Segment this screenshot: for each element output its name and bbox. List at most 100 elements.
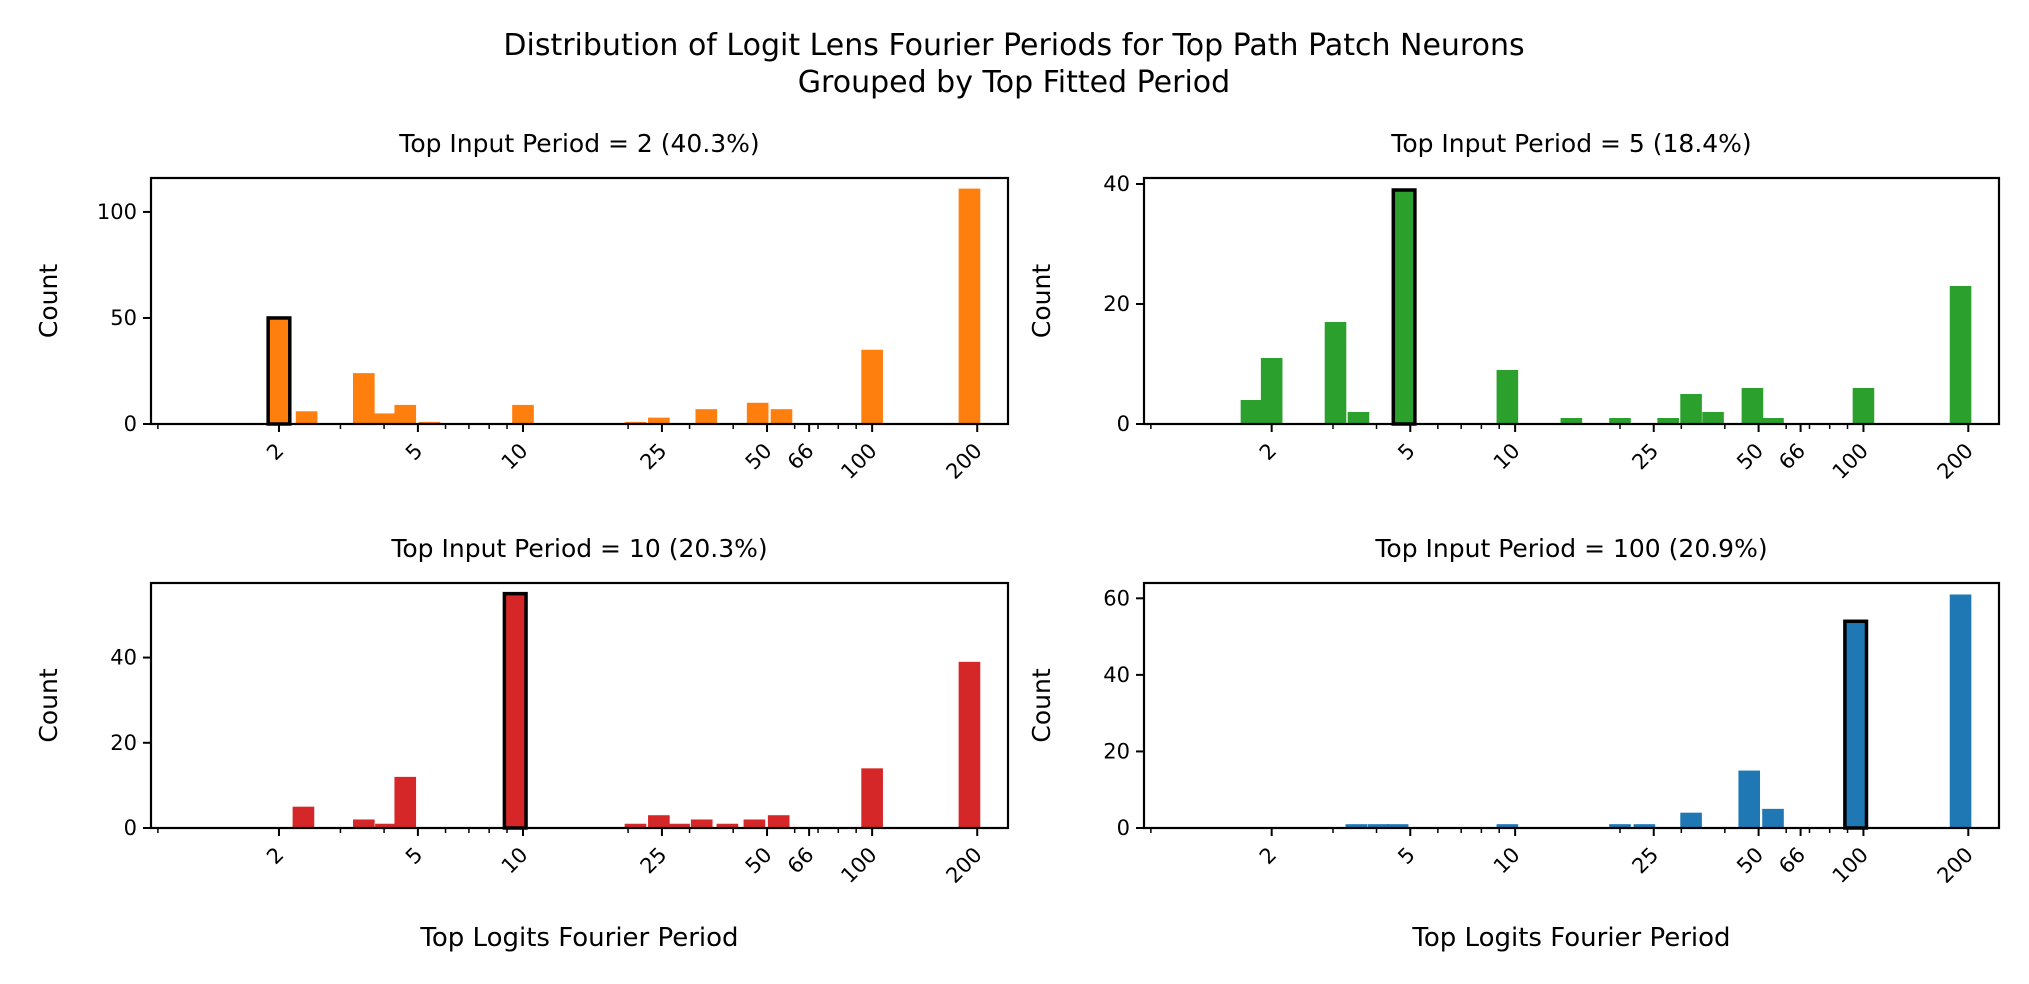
bar bbox=[375, 823, 397, 828]
bar bbox=[1680, 812, 1702, 828]
x-tick-label: 200 bbox=[1933, 439, 1978, 484]
bar bbox=[1762, 808, 1784, 828]
figure-title-line2: Grouped by Top Fitted Period bbox=[798, 65, 1230, 100]
bar bbox=[743, 819, 766, 828]
bar bbox=[1345, 824, 1368, 828]
x-tick-label: 10 bbox=[1489, 439, 1525, 475]
y-tick-label: 40 bbox=[1103, 172, 1130, 196]
bar bbox=[512, 404, 534, 424]
bar bbox=[1240, 400, 1263, 424]
bar bbox=[770, 409, 793, 424]
y-tick-label: 0 bbox=[124, 816, 137, 840]
bar bbox=[1386, 824, 1409, 828]
bar bbox=[746, 402, 769, 424]
bar bbox=[1367, 824, 1390, 828]
y-axis-label: Count bbox=[1027, 264, 1056, 338]
axes-frame bbox=[149, 581, 1010, 830]
bar bbox=[1852, 388, 1875, 424]
bar bbox=[767, 815, 790, 828]
bar bbox=[861, 768, 883, 828]
bar bbox=[373, 413, 395, 424]
x-tick-label: 25 bbox=[636, 843, 672, 879]
x-tick-label: 25 bbox=[1627, 843, 1663, 879]
x-tick-label: 200 bbox=[941, 843, 986, 888]
x-tick-label: 10 bbox=[497, 843, 533, 879]
bar bbox=[1609, 824, 1631, 828]
bar bbox=[1324, 322, 1347, 424]
x-tick-label: 50 bbox=[1732, 843, 1768, 879]
y-axis-label: Count bbox=[1027, 668, 1056, 742]
y-tick-label: 100 bbox=[97, 200, 137, 224]
x-tick-label: 66 bbox=[1774, 843, 1810, 879]
y-tick-label: 0 bbox=[124, 412, 137, 436]
bar bbox=[1738, 770, 1761, 828]
bar bbox=[716, 823, 739, 828]
bar bbox=[648, 417, 670, 424]
bar bbox=[1560, 418, 1583, 424]
x-axis-label: Top Logits Fourier Period bbox=[1411, 923, 1730, 953]
axes-frame bbox=[149, 176, 1010, 426]
y-tick-label: 20 bbox=[110, 731, 137, 755]
x-tick-label: 66 bbox=[1774, 439, 1810, 475]
bar bbox=[1633, 824, 1656, 828]
x-tick-label: 5 bbox=[1393, 439, 1419, 465]
bar-highlighted bbox=[266, 316, 292, 426]
x-tick-label: 2 bbox=[1255, 843, 1281, 869]
bar bbox=[1762, 418, 1784, 424]
subplot-title: Top Input Period = 5 (18.4%) bbox=[1390, 129, 1751, 158]
y-tick-label: 40 bbox=[110, 646, 137, 670]
x-tick-label: 25 bbox=[1627, 439, 1663, 475]
x-tick-label: 25 bbox=[636, 439, 672, 475]
subplot-title: Top Input Period = 10 (20.3%) bbox=[390, 534, 767, 563]
x-tick-label: 50 bbox=[741, 439, 777, 475]
x-tick-label: 50 bbox=[741, 843, 777, 879]
bar bbox=[1496, 824, 1519, 828]
bar bbox=[1680, 394, 1702, 424]
x-tick-label: 100 bbox=[836, 843, 881, 888]
bar bbox=[1496, 370, 1519, 424]
x-tick-label: 2 bbox=[1255, 439, 1281, 465]
y-tick-label: 50 bbox=[110, 306, 137, 330]
y-tick-label: 20 bbox=[1103, 739, 1130, 763]
bar bbox=[1949, 594, 1972, 828]
y-tick-label: 60 bbox=[1103, 586, 1130, 610]
bar bbox=[295, 411, 318, 424]
subplot-title: Top Input Period = 2 (40.3%) bbox=[398, 129, 759, 158]
x-tick-label: 5 bbox=[1393, 843, 1419, 869]
subplot-1: Top Input Period = 2 (40.3%) 0 50 100 2 5 10 2 5… bbox=[34, 129, 1010, 484]
bar bbox=[1702, 412, 1724, 424]
bar-highlighted bbox=[502, 591, 528, 830]
x-tick-label: 2 bbox=[262, 843, 288, 869]
bar bbox=[861, 349, 883, 424]
bar bbox=[1609, 418, 1631, 424]
bar bbox=[352, 373, 375, 424]
x-tick-label: 100 bbox=[836, 439, 881, 484]
bar bbox=[1949, 286, 1972, 424]
bar bbox=[624, 823, 647, 828]
y-tick-label: 20 bbox=[1103, 292, 1130, 316]
bar bbox=[394, 776, 417, 828]
bar-highlighted bbox=[1391, 188, 1417, 426]
bar bbox=[668, 823, 690, 828]
x-tick-label: 5 bbox=[401, 843, 427, 869]
subplot-title: Top Input Period = 100 (20.9%) bbox=[1374, 534, 1767, 563]
x-tick-label: 50 bbox=[1732, 439, 1768, 475]
x-tick-label: 2 bbox=[262, 439, 288, 465]
bar bbox=[1657, 418, 1679, 424]
x-axis-label: Top Logits Fourier Period bbox=[419, 923, 738, 953]
x-tick-label: 10 bbox=[497, 439, 533, 475]
bar bbox=[292, 806, 315, 828]
bar bbox=[1741, 388, 1764, 424]
x-tick-label: 200 bbox=[941, 439, 986, 484]
x-tick-label: 66 bbox=[783, 843, 819, 879]
bar bbox=[1260, 358, 1283, 424]
y-axis-label: Count bbox=[34, 264, 63, 338]
y-tick-label: 0 bbox=[1117, 816, 1130, 840]
y-tick-label: 0 bbox=[1117, 412, 1130, 436]
x-tick-label: 100 bbox=[1828, 843, 1873, 888]
x-tick-label: 200 bbox=[1933, 843, 1978, 888]
